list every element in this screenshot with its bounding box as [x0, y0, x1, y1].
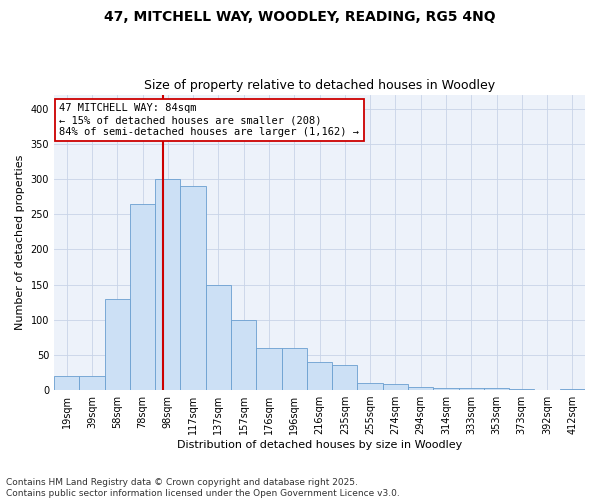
Bar	[155, 179, 181, 390]
X-axis label: Distribution of detached houses by size in Woodley: Distribution of detached houses by size …	[177, 440, 462, 450]
Bar	[433, 388, 458, 390]
Bar	[54, 376, 79, 390]
Bar	[181, 186, 206, 390]
Bar	[104, 298, 130, 390]
Y-axis label: Number of detached properties: Number of detached properties	[15, 154, 25, 330]
Bar	[79, 376, 104, 390]
Bar	[231, 320, 256, 390]
Bar	[130, 204, 155, 390]
Bar	[458, 388, 484, 390]
Bar	[408, 386, 433, 390]
Bar	[332, 366, 358, 390]
Bar	[560, 388, 585, 390]
Bar	[307, 362, 332, 390]
Bar	[256, 348, 281, 390]
Title: Size of property relative to detached houses in Woodley: Size of property relative to detached ho…	[144, 79, 495, 92]
Text: 47 MITCHELL WAY: 84sqm
← 15% of detached houses are smaller (208)
84% of semi-de: 47 MITCHELL WAY: 84sqm ← 15% of detached…	[59, 104, 359, 136]
Text: 47, MITCHELL WAY, WOODLEY, READING, RG5 4NQ: 47, MITCHELL WAY, WOODLEY, READING, RG5 …	[104, 10, 496, 24]
Text: Contains HM Land Registry data © Crown copyright and database right 2025.
Contai: Contains HM Land Registry data © Crown c…	[6, 478, 400, 498]
Bar	[383, 384, 408, 390]
Bar	[281, 348, 307, 390]
Bar	[484, 388, 509, 390]
Bar	[206, 284, 231, 390]
Bar	[358, 383, 383, 390]
